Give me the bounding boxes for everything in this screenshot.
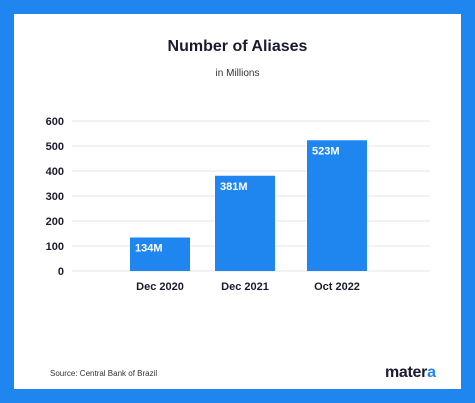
y-tick-label: 600 bbox=[46, 116, 64, 128]
y-tick-label: 200 bbox=[46, 216, 64, 228]
bar bbox=[307, 140, 367, 271]
y-tick-label: 400 bbox=[46, 166, 64, 178]
x-tick-label: Oct 2022 bbox=[314, 281, 360, 293]
y-tick-label: 0 bbox=[58, 266, 64, 278]
bar-data-label: 134M bbox=[135, 243, 163, 255]
y-tick-label: 100 bbox=[46, 241, 64, 253]
y-tick-label: 300 bbox=[46, 191, 64, 203]
bar-data-label: 381M bbox=[220, 181, 248, 193]
source-note: Source: Central Bank of Brazil bbox=[50, 369, 158, 378]
logo-accent: a bbox=[427, 364, 436, 381]
chart-subtitle: in Millions bbox=[215, 68, 260, 79]
x-tick-label: Dec 2020 bbox=[136, 281, 184, 293]
y-tick-label: 500 bbox=[46, 141, 64, 153]
bar-data-label: 523M bbox=[312, 145, 340, 157]
matera-logo: matera bbox=[385, 364, 436, 382]
logo-text: mater bbox=[385, 364, 428, 381]
chart-title: Number of Aliases bbox=[167, 38, 308, 55]
bar bbox=[130, 237, 190, 271]
bar bbox=[215, 175, 275, 271]
x-tick-label: Dec 2021 bbox=[221, 281, 269, 293]
